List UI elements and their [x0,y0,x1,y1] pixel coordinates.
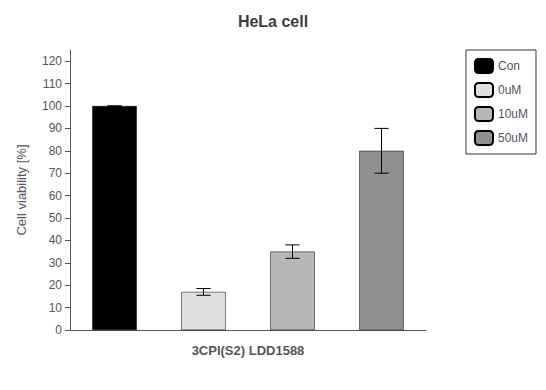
svg-text:20: 20 [49,278,63,292]
svg-text:HeLa cell: HeLa cell [238,13,308,30]
svg-text:Cell viability [%]: Cell viability [%] [14,144,29,235]
svg-text:10: 10 [49,301,63,315]
svg-text:50uM: 50uM [498,131,528,145]
svg-text:90: 90 [49,121,63,135]
svg-text:80: 80 [49,144,63,158]
svg-text:50: 50 [49,211,63,225]
svg-text:70: 70 [49,166,63,180]
svg-text:0uM: 0uM [498,83,521,97]
svg-text:30: 30 [49,256,63,270]
svg-text:100: 100 [42,99,62,113]
svg-text:0: 0 [55,323,62,337]
svg-text:60: 60 [49,189,63,203]
svg-text:3CPI(S2) LDD1588: 3CPI(S2) LDD1588 [192,343,305,358]
svg-text:Con: Con [498,59,520,73]
svg-text:40: 40 [49,233,63,247]
svg-text:110: 110 [43,77,62,91]
svg-text:10uM: 10uM [498,107,528,121]
svg-text:120: 120 [42,54,62,68]
